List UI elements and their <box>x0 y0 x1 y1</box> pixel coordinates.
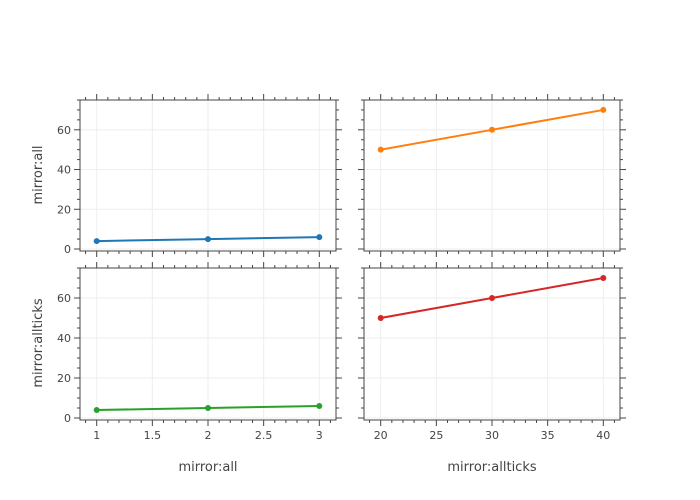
data-point-top-left-0 <box>93 238 100 245</box>
y-tick-label-bottom-2: 40 <box>57 332 71 345</box>
data-point-bottom-left-0 <box>93 407 100 413</box>
data-point-top-left-2 <box>316 234 323 241</box>
data-point-top-left-1 <box>205 236 211 243</box>
y-tick-label-bottom-0: 0 <box>64 412 71 425</box>
data-point-top-right-1 <box>489 126 495 133</box>
x-axis-title-right: mirror:allticks <box>447 460 536 475</box>
y-tick-label-bottom-3: 60 <box>57 292 71 305</box>
data-point-top-right-2 <box>600 106 607 113</box>
x-tick-label-right-4: 40 <box>596 429 610 442</box>
y-tick-label-top-2: 40 <box>57 164 71 177</box>
x-axis-title-left: mirror:all <box>178 460 237 475</box>
y-tick-label-top-3: 60 <box>57 124 71 137</box>
data-point-bottom-left-1 <box>205 405 211 411</box>
data-point-bottom-right-0 <box>377 315 384 321</box>
x-tick-label-left-2: 2 <box>205 429 212 442</box>
y-tick-label-top-0: 0 <box>64 243 71 256</box>
x-tick-label-left-1: 1.5 <box>144 429 162 442</box>
y-axis-title-bottom: mirror:allticks <box>31 298 46 387</box>
x-tick-label-left-3: 2.5 <box>255 429 273 442</box>
x-tick-label-left-0: 1 <box>93 429 100 442</box>
x-tick-label-right-1: 25 <box>429 429 443 442</box>
x-tick-label-right-2: 30 <box>485 429 499 442</box>
x-tick-label-right-0: 20 <box>374 429 388 442</box>
y-tick-label-top-1: 20 <box>57 203 71 216</box>
data-point-bottom-right-1 <box>489 295 495 301</box>
y-axis-title-top: mirror:all <box>31 145 46 204</box>
x-tick-label-left-4: 3 <box>316 429 323 442</box>
data-point-bottom-right-2 <box>600 275 607 281</box>
data-point-bottom-left-2 <box>316 403 323 409</box>
y-tick-label-bottom-1: 20 <box>57 372 71 385</box>
data-point-top-right-0 <box>377 146 384 153</box>
x-tick-label-right-3: 35 <box>541 429 555 442</box>
